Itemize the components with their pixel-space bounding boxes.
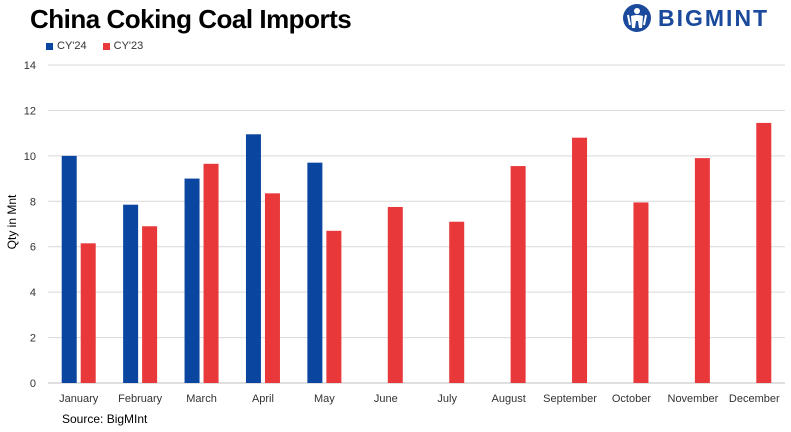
x-tick-label-april: April (252, 393, 274, 405)
y-axis-ticks: 0 2 4 6 8 10 12 14 (24, 60, 36, 390)
legend-label-cy23: CY'23 (113, 40, 144, 52)
bar-cy24-april (245, 134, 261, 383)
bigmint-logo-icon (623, 4, 651, 32)
legend-item-cy23: CY'23 (102, 40, 144, 52)
x-tick-label-february: February (118, 393, 163, 405)
bar-cy23-october (633, 202, 649, 383)
legend-swatch-cy24 (46, 42, 53, 50)
x-tick-label-march: March (186, 393, 217, 405)
bar-cy23-november (694, 158, 710, 383)
y-tick-label: 4 (30, 287, 36, 299)
bar-cy23-february (142, 226, 158, 383)
legend-item-cy24: CY'24 (46, 40, 87, 52)
x-tick-label-june: June (374, 393, 398, 405)
bar-cy23-december (756, 122, 772, 384)
x-tick-label-october: October (612, 393, 651, 405)
y-tick-label: 0 (30, 378, 36, 390)
y-tick-label: 8 (30, 196, 36, 208)
legend-swatch-cy23 (102, 42, 110, 50)
y-axis-label: Qty in Mnt (5, 194, 19, 249)
x-axis-ticks: January February March April May June July Augu… (59, 393, 780, 405)
y-tick-label: 12 (24, 105, 36, 117)
bar-cy23-march (203, 163, 219, 383)
x-tick-label-july: July (437, 393, 457, 405)
bar-cy23-august (510, 166, 526, 383)
bars (61, 122, 772, 384)
x-tick-label-september: September (543, 393, 597, 405)
bar-cy23-september (572, 137, 588, 383)
x-tick-label-december: December (729, 393, 780, 405)
bar-cy24-may (307, 162, 323, 383)
chart-title: China Coking Coal Imports (30, 4, 352, 34)
x-tick-label-august: August (492, 393, 526, 405)
x-tick-label-may: May (314, 393, 335, 405)
logo-text: BIGMINT (658, 4, 770, 31)
x-tick-label-november: November (668, 393, 719, 405)
y-tick-label: 6 (30, 242, 36, 254)
gridlines (48, 64, 785, 384)
bar-cy24-january (61, 155, 77, 383)
x-tick-label-january: January (59, 393, 99, 405)
brand-logo: BIGMINT (622, 2, 769, 34)
bar-cy23-april (264, 193, 280, 383)
y-tick-label: 14 (24, 60, 36, 72)
bar-cy23-may (326, 230, 342, 383)
bar-cy23-july (449, 221, 465, 383)
legend-label-cy24: CY'24 (57, 40, 87, 52)
legend: CY'24 CY'23 (46, 40, 143, 52)
bar-cy23-june (387, 206, 403, 383)
y-tick-label: 2 (30, 333, 36, 345)
bar-cy23-january (80, 243, 96, 383)
bar-cy24-february (123, 204, 139, 383)
bar-cy24-march (184, 178, 200, 383)
source-note: Source: BigMInt (62, 412, 148, 426)
y-tick-label: 10 (24, 151, 36, 163)
